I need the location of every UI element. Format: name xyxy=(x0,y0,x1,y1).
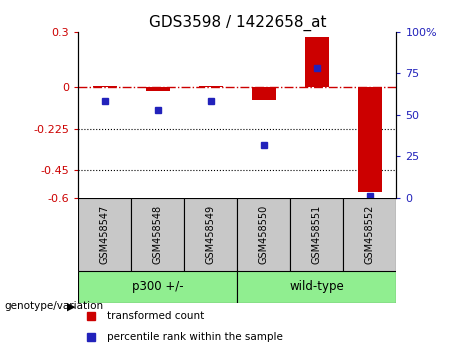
Bar xyxy=(237,271,396,303)
Bar xyxy=(343,198,396,271)
Bar xyxy=(199,86,223,87)
Bar xyxy=(93,86,117,87)
Bar xyxy=(252,87,276,100)
Bar xyxy=(184,198,237,271)
Bar xyxy=(237,198,290,271)
Bar xyxy=(146,87,170,91)
Text: genotype/variation: genotype/variation xyxy=(5,301,104,311)
Text: wild-type: wild-type xyxy=(290,280,344,293)
Bar xyxy=(131,198,184,271)
Bar xyxy=(290,198,343,271)
Text: transformed count: transformed count xyxy=(107,311,204,321)
Text: GSM458549: GSM458549 xyxy=(206,205,216,264)
Text: GSM458548: GSM458548 xyxy=(153,205,163,264)
Text: percentile rank within the sample: percentile rank within the sample xyxy=(107,332,283,342)
Bar xyxy=(78,271,237,303)
Title: GDS3598 / 1422658_at: GDS3598 / 1422658_at xyxy=(148,14,326,30)
Text: p300 +/-: p300 +/- xyxy=(132,280,183,293)
Bar xyxy=(305,38,329,87)
Text: GSM458552: GSM458552 xyxy=(365,205,375,264)
Text: GSM458551: GSM458551 xyxy=(312,205,322,264)
Bar xyxy=(78,198,131,271)
Text: ▶: ▶ xyxy=(67,301,75,311)
Text: GSM458550: GSM458550 xyxy=(259,205,269,264)
Text: GSM458547: GSM458547 xyxy=(100,205,110,264)
Bar xyxy=(358,87,382,192)
